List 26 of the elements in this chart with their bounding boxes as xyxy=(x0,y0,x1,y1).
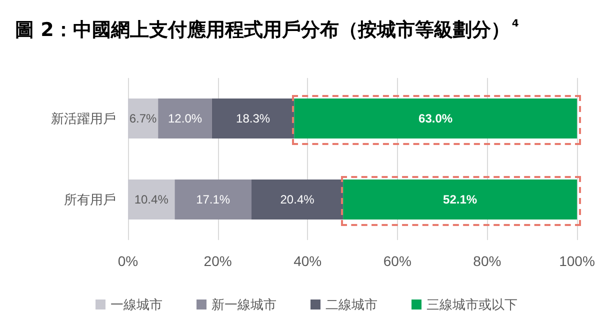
x-tick-label: 40% xyxy=(294,253,322,269)
data-label: 18.3% xyxy=(236,112,270,126)
y-tick-label: 新活躍用戶 xyxy=(51,111,116,126)
data-label: 6.7% xyxy=(129,112,158,126)
y-tick-label: 所有用戶 xyxy=(64,192,116,207)
data-label: 12.0% xyxy=(168,112,202,126)
x-tick-label: 80% xyxy=(473,253,502,269)
x-tick-label: 20% xyxy=(204,253,232,269)
bar xyxy=(251,180,344,220)
bar xyxy=(174,180,252,220)
bar xyxy=(158,98,212,138)
data-label: 20.4% xyxy=(280,192,315,206)
x-tick-label: 60% xyxy=(383,253,412,269)
legend-label: 三線城市或以下 xyxy=(426,297,518,312)
bar xyxy=(128,180,175,220)
bar xyxy=(128,98,158,138)
x-tick-label: 0% xyxy=(118,253,138,269)
data-label: 52.1% xyxy=(443,192,478,206)
legend-label: 二線城市 xyxy=(326,297,378,312)
data-label: 17.1% xyxy=(196,192,230,206)
legend-label: 一線城市 xyxy=(110,297,162,312)
data-label: 63.0% xyxy=(418,112,453,126)
legend-label: 新一線城市 xyxy=(212,297,276,312)
bar xyxy=(212,98,294,138)
x-tick-label: 100% xyxy=(559,253,595,269)
data-label: 10.4% xyxy=(134,192,169,206)
